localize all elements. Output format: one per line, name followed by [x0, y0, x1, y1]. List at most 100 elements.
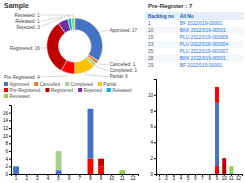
tick-mark [9, 128, 11, 129]
tick-label: 10 [148, 93, 154, 98]
x-tick: 8 [209, 174, 212, 181]
slice [71, 18, 75, 30]
legend-swatch [34, 82, 38, 86]
bar [88, 108, 94, 109]
bar [215, 103, 219, 166]
x-tick: 12 [236, 174, 242, 181]
tick-label: 4 [150, 140, 153, 145]
bar [201, 174, 205, 175]
bar [165, 174, 169, 175]
y-axis: 0 2 4 6 8 10 [148, 80, 157, 177]
bar [24, 174, 30, 175]
x-tick: 1 [158, 174, 161, 181]
bar [201, 174, 205, 175]
y-axis: 0246810121416 [3, 106, 12, 177]
bar [13, 166, 19, 167]
bar [66, 174, 72, 175]
tick-label: 6 [150, 124, 153, 129]
data-label: Partial: 6 [110, 74, 129, 79]
bar [222, 158, 226, 159]
bar [109, 174, 115, 175]
tick-mark [154, 111, 156, 112]
slice [75, 58, 94, 74]
legend-item: Cancelled [34, 82, 60, 87]
legend-item: Reviewed [4, 94, 30, 99]
legend-label: Pre-Registered [10, 88, 41, 93]
legend-swatch [4, 82, 8, 86]
x-tick: 9 [216, 174, 219, 181]
tick-label: 8 [150, 109, 153, 114]
legend-item: Released [107, 88, 132, 93]
chart-title: Sample [4, 2, 29, 10]
bar [88, 159, 94, 174]
x-tick: 3 [36, 174, 39, 181]
x-tick: 9 [100, 174, 103, 181]
bar [208, 174, 212, 175]
bar [77, 174, 83, 175]
y-tick: 6 [150, 124, 156, 129]
y-tick: 2 [150, 156, 156, 161]
tick-label: 7 [201, 176, 204, 181]
bar [109, 174, 115, 175]
bar [24, 174, 30, 175]
x-axis: 123456789101112 [12, 174, 139, 181]
bar [201, 174, 205, 175]
x-tick: 11 [120, 174, 125, 181]
tick-label: 1 [158, 176, 161, 181]
bar [215, 86, 219, 87]
tick-label: 0 [150, 172, 153, 177]
y-tick: 16 [3, 111, 11, 116]
bar [34, 174, 40, 175]
tick-label: 4 [5, 157, 8, 162]
table-row-bg [145, 55, 244, 62]
bar [193, 174, 197, 175]
y-tick: 0 [5, 172, 11, 177]
bar [208, 174, 212, 175]
x-axis: 123456789101112 [157, 174, 243, 181]
bar [208, 174, 212, 175]
bar [130, 174, 136, 175]
bar [237, 174, 241, 175]
tick-label: 0 [5, 172, 8, 177]
bar [130, 174, 136, 175]
bar [172, 174, 176, 175]
tick-label: 2 [150, 156, 153, 161]
leader-line [41, 47, 47, 48]
tick-label: 2 [5, 164, 8, 169]
table-cell: 23 [148, 42, 154, 47]
x-tick: 8 [89, 174, 92, 181]
tick-label: 4 [180, 176, 183, 181]
bar [66, 174, 72, 175]
bar [237, 174, 241, 175]
legend-swatch [4, 94, 8, 98]
bar [179, 174, 183, 175]
legend-swatch [65, 82, 69, 86]
bar [66, 174, 72, 175]
legend-swatch [45, 88, 49, 92]
table-cell: BKK 2022/019-00001 [180, 56, 226, 61]
bar [130, 174, 136, 175]
legend-item: Pre-Registered [4, 88, 41, 93]
bar [179, 174, 183, 175]
bar [66, 174, 72, 175]
bar [45, 174, 51, 175]
bar [56, 151, 62, 170]
tick-mark [9, 174, 11, 175]
bar [66, 174, 72, 175]
table-header-bg [145, 12, 244, 20]
tick-label: 16 [3, 111, 9, 116]
bar [34, 174, 40, 175]
bar [109, 174, 115, 175]
bar [130, 174, 136, 175]
bar [77, 174, 83, 175]
donut [47, 18, 103, 74]
bar [193, 174, 197, 175]
x-tick: 10 [109, 174, 115, 181]
legend-label: Registered [51, 88, 74, 93]
bar-chart: 0246810121416123456789101112 [3, 106, 139, 182]
bar [88, 109, 94, 159]
bar [24, 174, 30, 175]
bar [109, 174, 115, 175]
leader-line [95, 65, 109, 71]
bar [186, 174, 190, 175]
